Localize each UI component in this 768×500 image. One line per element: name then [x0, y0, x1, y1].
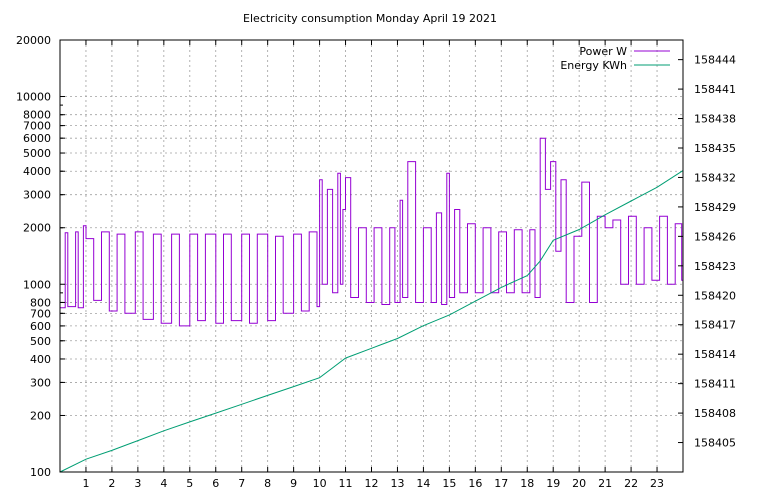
x-tick-label: 15	[442, 477, 456, 490]
plot-layer	[59, 137, 684, 473]
x-tick-label: 19	[546, 477, 560, 490]
x-tick-label: 9	[290, 477, 297, 490]
y-tick-label: 1000	[23, 278, 51, 291]
y2-tick-label: 158429	[694, 201, 736, 214]
x-tick-label: 18	[520, 477, 534, 490]
y-tick-label: 10000	[16, 91, 51, 104]
y-tick-label: 300	[30, 376, 51, 389]
y2-tick-label: 158420	[694, 289, 736, 302]
y2-tick-label: 158423	[694, 260, 736, 273]
x-tick-label: 8	[264, 477, 271, 490]
x-tick-label: 12	[365, 477, 379, 490]
x-tick-label: 14	[416, 477, 430, 490]
y-tick-label: 5000	[23, 147, 51, 160]
y-tick-label: 8000	[23, 109, 51, 122]
y2-tick-label: 158444	[694, 54, 736, 67]
x-tick-label: 23	[650, 477, 664, 490]
y2-tick-label: 158414	[694, 348, 736, 361]
y-tick-label: 4000	[23, 165, 51, 178]
y2-tick-label: 158405	[694, 437, 736, 450]
y2-tick-label: 158432	[694, 171, 736, 184]
x-tick-label: 11	[339, 477, 353, 490]
y-tick-label: 200	[30, 409, 51, 422]
x-tick-label: 2	[108, 477, 115, 490]
x-tick-label: 6	[212, 477, 219, 490]
y2-tick-label: 158438	[694, 113, 736, 126]
legend-label-power-w: Power W	[579, 45, 627, 58]
x-tick-label: 20	[572, 477, 586, 490]
x-tick-label: 1	[82, 477, 89, 490]
legend-label-energy-kwh: Energy KWh	[560, 59, 627, 72]
y2-tick-label: 158426	[694, 230, 736, 243]
y2-tick-label: 158441	[694, 83, 736, 96]
x-tick-label: 3	[134, 477, 141, 490]
axis-layer: 1 2 3 4 5 6 7 8 9 10 11 12 13 14 15 16 17 18 19 20 21 22 23100…	[16, 34, 736, 490]
y-tick-label: 700	[30, 307, 51, 320]
x-tick-label: 17	[494, 477, 508, 490]
x-tick-label: 7	[238, 477, 245, 490]
y-tick-label: 7000	[23, 120, 51, 133]
x-tick-label: 21	[598, 477, 612, 490]
x-tick-label: 13	[390, 477, 404, 490]
x-tick-label: 22	[624, 477, 638, 490]
x-tick-label: 10	[313, 477, 327, 490]
series-line-power-w	[60, 137, 683, 327]
y-tick-label: 100	[30, 466, 51, 479]
y2-tick-label: 158411	[694, 378, 736, 391]
x-tick-label: 5	[186, 477, 193, 490]
x-tick-label: 16	[468, 477, 482, 490]
y-tick-label: 6000	[23, 132, 51, 145]
y-tick-label: 20000	[16, 34, 51, 47]
chart-title: Electricity consumption Monday April 19 …	[243, 12, 497, 25]
y2-tick-label: 158408	[694, 407, 736, 420]
y2-tick-label: 158417	[694, 319, 736, 332]
y-tick-label: 500	[30, 335, 51, 348]
y-tick-label: 2000	[23, 222, 51, 235]
y-tick-label: 600	[30, 320, 51, 333]
y-tick-label: 3000	[23, 189, 51, 202]
y2-tick-label: 158435	[694, 142, 736, 155]
y-tick-label: 800	[30, 296, 51, 309]
series-line-energy-kwh	[59, 170, 684, 473]
y-tick-label: 400	[30, 353, 51, 366]
x-tick-label: 4	[160, 477, 167, 490]
